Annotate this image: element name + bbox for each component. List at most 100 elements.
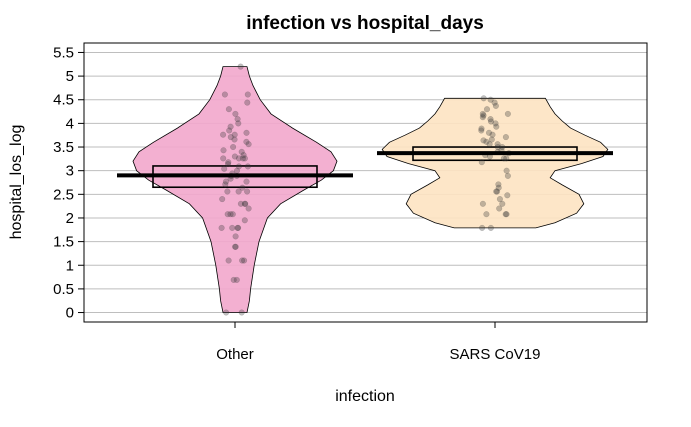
- data-point: [244, 163, 251, 170]
- data-point: [244, 91, 251, 98]
- data-point: [230, 143, 237, 151]
- data-point: [222, 178, 230, 185]
- data-point: [239, 184, 246, 191]
- y-tick-label: 3: [66, 163, 74, 180]
- data-point: [232, 243, 239, 250]
- chart-title: infection vs hospital_days: [246, 13, 484, 34]
- violins: [132, 66, 609, 313]
- data-point: [480, 112, 487, 119]
- data-point: [237, 63, 244, 70]
- data-point: [491, 99, 498, 106]
- data-point: [244, 188, 251, 195]
- data-point: [244, 99, 251, 106]
- data-point: [220, 131, 227, 138]
- data-point: [218, 224, 225, 231]
- data-point: [495, 181, 502, 188]
- data-point: [480, 95, 487, 102]
- data-point: [494, 141, 501, 148]
- data-point: [503, 211, 510, 218]
- data-point: [231, 131, 238, 138]
- data-point: [502, 134, 509, 141]
- data-point: [502, 211, 509, 218]
- data-point: [243, 129, 250, 136]
- data-point: [241, 257, 248, 264]
- data-point: [483, 106, 491, 113]
- data-point: [225, 257, 232, 264]
- data-point: [219, 196, 226, 203]
- data-point: [503, 155, 510, 162]
- data-point: [487, 96, 494, 103]
- data-point: [494, 143, 501, 151]
- data-point: [235, 120, 242, 127]
- data-point: [224, 161, 232, 168]
- data-point: [245, 141, 252, 148]
- data-point: [220, 147, 227, 154]
- data-point: [232, 233, 239, 240]
- data-point: [493, 123, 500, 130]
- data-point: [220, 155, 227, 162]
- data-point: [503, 167, 510, 174]
- x-tick-label: Other: [216, 346, 254, 363]
- y-tick-label: 3.5: [53, 139, 74, 156]
- data-point: [483, 211, 490, 218]
- data-point: [227, 123, 234, 130]
- data-point: [232, 243, 239, 250]
- data-point: [492, 120, 499, 127]
- data-point: [241, 155, 248, 162]
- data-point: [235, 188, 242, 195]
- data-point: [239, 257, 246, 264]
- data-point: [488, 136, 495, 143]
- data-point: [483, 138, 490, 145]
- data-point: [231, 153, 238, 160]
- data-point: [231, 136, 238, 143]
- data-point: [499, 200, 506, 207]
- y-tick-label: 5: [66, 68, 74, 85]
- data-point: [225, 106, 232, 113]
- data-point: [241, 217, 248, 224]
- violin-1: [381, 97, 609, 229]
- data-point: [223, 309, 230, 316]
- mean-lines: [117, 151, 613, 178]
- data-point: [226, 127, 233, 134]
- data-point: [479, 110, 486, 117]
- data-point: [487, 116, 494, 123]
- data-point: [225, 159, 232, 166]
- data-point: [240, 152, 247, 159]
- data-point: [235, 163, 242, 170]
- data-point: [227, 134, 234, 141]
- data-point: [224, 211, 231, 218]
- data-point: [234, 224, 241, 231]
- data-point: [243, 138, 250, 145]
- data-point: [229, 211, 236, 218]
- data-point: [480, 137, 487, 144]
- data-point: [495, 184, 502, 191]
- data-point: [243, 178, 250, 185]
- data-point: [496, 205, 503, 212]
- data-point: [242, 200, 249, 207]
- y-tick-label: 0: [66, 305, 74, 322]
- data-point: [238, 148, 245, 155]
- x-tick-label: SARS CoV19: [450, 346, 541, 363]
- data-point: [489, 131, 496, 138]
- data-point: [235, 155, 242, 162]
- x-axis: Other SARS CoV19: [216, 322, 540, 363]
- data-point: [239, 155, 246, 162]
- data-point: [496, 196, 503, 203]
- data-point: [235, 224, 242, 231]
- y-tick-label: 4.5: [53, 92, 74, 109]
- data-point: [233, 276, 240, 283]
- y-tick-label: 1.5: [53, 234, 74, 251]
- data-point: [222, 181, 229, 188]
- data-point: [479, 200, 486, 207]
- data-point: [478, 159, 485, 166]
- data-point: [221, 91, 228, 98]
- y-axis-label: hospital_los_log: [8, 125, 25, 240]
- data-point: [221, 165, 228, 172]
- data-point: [234, 116, 241, 123]
- data-point: [504, 110, 511, 117]
- data-point: [227, 211, 234, 218]
- data-point: [478, 125, 485, 132]
- y-tick-label: 5.5: [53, 44, 74, 61]
- y-tick-label: 2: [66, 210, 74, 227]
